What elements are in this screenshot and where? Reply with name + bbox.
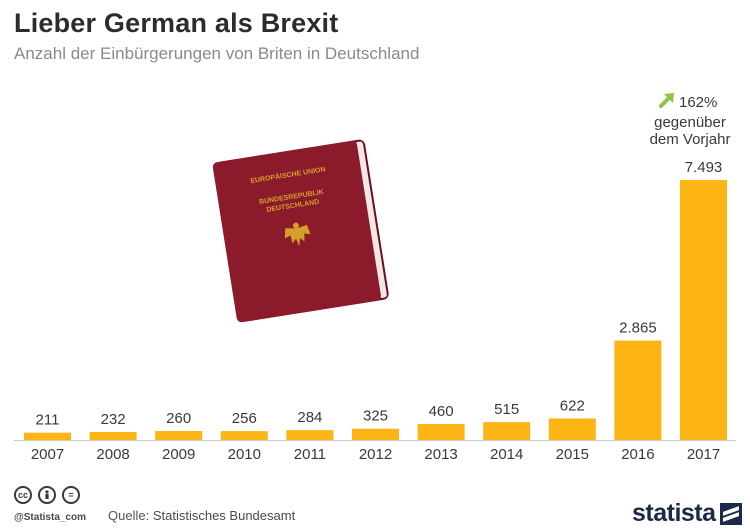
tick-label-2017: 2017 [687, 446, 720, 463]
bar-2016 [614, 340, 662, 440]
annotation-percent: 162% [679, 94, 717, 111]
tick-label-2009: 2009 [162, 446, 195, 463]
tick-label-2007: 2007 [31, 446, 64, 463]
data-label-2015: 622 [560, 397, 585, 414]
tick-label-2016: 2016 [621, 446, 654, 463]
data-label-2011: 284 [297, 409, 322, 426]
chart-subtitle: Anzahl der Einbürgerungen von Briten in … [14, 44, 420, 63]
source-text: Quelle: Statistisches Bundesamt [108, 508, 295, 523]
brand-text: statista [632, 499, 716, 527]
tick-label-2015: 2015 [556, 446, 589, 463]
statista-handle[interactable]: @Statista_com [14, 512, 86, 523]
eagle-icon [284, 222, 311, 247]
cc-icon[interactable]: cc [14, 486, 32, 504]
data-label-2009: 260 [166, 410, 191, 427]
chart-title: Lieber German als Brexit [14, 8, 339, 38]
person-icon[interactable] [38, 486, 56, 504]
bar-2010 [220, 431, 268, 440]
data-label-2013: 460 [429, 403, 454, 420]
bar-2007 [24, 432, 71, 440]
annotation-line-1: gegenüber [654, 114, 726, 131]
tick-label-2008: 2008 [96, 446, 129, 463]
bar-2015 [548, 418, 596, 440]
bar-2008 [89, 431, 137, 440]
tick-label-2014: 2014 [490, 446, 523, 463]
bar-series: 211 2007 232 2008 260 2009 256 2010 284 2011 325 20… [24, 159, 727, 463]
annotation-line-2: dem Vorjahr [650, 131, 731, 148]
statista-logo[interactable]: statista [632, 499, 742, 528]
data-label-2014: 515 [494, 401, 519, 418]
data-label-2012: 325 [363, 408, 388, 425]
source-name: Statistisches Bundesamt [152, 508, 296, 523]
bar-2012 [352, 428, 399, 440]
passport-pages [355, 141, 387, 298]
tick-label-2010: 2010 [228, 446, 261, 463]
bar-2017 [680, 180, 727, 440]
data-label-2016: 2.865 [619, 320, 657, 337]
up-arrow-icon [659, 93, 674, 108]
source-label: Quelle: [108, 508, 150, 523]
data-label-2017: 7.493 [685, 159, 723, 176]
data-label-2007: 211 [36, 412, 60, 429]
bar-2009 [155, 430, 203, 440]
statista-logo-icon [719, 502, 742, 525]
data-label-2008: 232 [101, 411, 126, 428]
data-label-2010: 256 [232, 410, 257, 427]
tick-label-2011: 2011 [294, 446, 326, 463]
tick-label-2012: 2012 [359, 446, 392, 463]
bar-2013 [417, 424, 465, 440]
equals-icon[interactable]: = [62, 486, 80, 504]
passport-illustration: EUROPÄISCHE UNION BUNDESREPUBLIK DEUTSCH… [212, 139, 389, 323]
bar-2014 [483, 422, 531, 440]
tick-label-2013: 2013 [424, 446, 457, 463]
bar-2011 [286, 430, 334, 440]
license-icons: cc = [14, 486, 80, 504]
